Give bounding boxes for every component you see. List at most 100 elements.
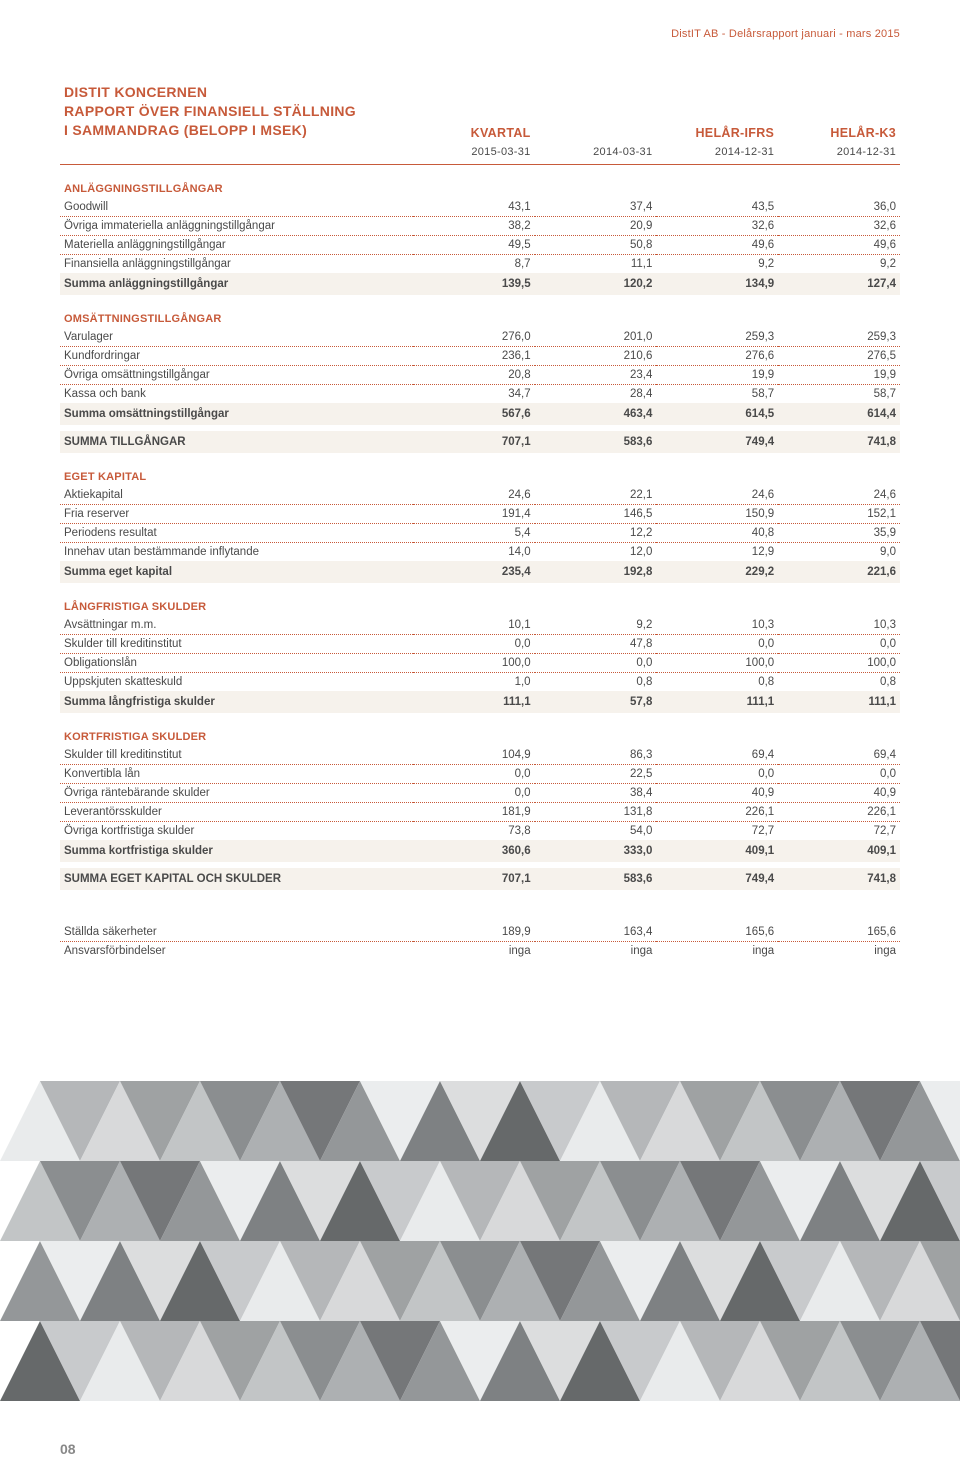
row-value: 0,0	[778, 764, 900, 783]
sum-value: 409,1	[656, 840, 778, 862]
row-value: 226,1	[778, 802, 900, 821]
sum-value: 127,4	[778, 273, 900, 295]
row-value: 34,7	[413, 384, 535, 403]
sum-row: SUMMA TILLGÅNGAR707,1583,6749,4741,8	[60, 431, 900, 453]
sum-label: Summa långfristiga skulder	[60, 691, 413, 713]
header-row-1: DISTIT KONCERNEN RAPPORT ÖVER FINANSIELL…	[60, 80, 900, 143]
row-value: 100,0	[413, 653, 535, 672]
table-title-cell: DISTIT KONCERNEN RAPPORT ÖVER FINANSIELL…	[60, 80, 413, 143]
row-value: 40,9	[778, 783, 900, 802]
sum-value: 741,8	[778, 431, 900, 453]
row-value: 43,1	[413, 198, 535, 217]
table-row: Kassa och bank34,728,458,758,7	[60, 384, 900, 403]
row-value: 58,7	[778, 384, 900, 403]
row-label: Ställda säkerheter	[60, 923, 413, 942]
table-row: Innehav utan bestämmande inflytande14,01…	[60, 542, 900, 561]
table-row: Obligationslån100,00,0100,0100,0	[60, 653, 900, 672]
row-value: 11,1	[535, 254, 657, 273]
col-header: HELÅR-K3	[778, 80, 900, 143]
row-value: 24,6	[413, 486, 535, 505]
sum-row: Summa omsättningstillgångar567,6463,4614…	[60, 403, 900, 425]
sum-label: Summa kortfristiga skulder	[60, 840, 413, 862]
table-row: Ansvarsförbindelseringaingaingainga	[60, 941, 900, 960]
col-date: 2014-12-31	[778, 143, 900, 165]
row-label: Uppskjuten skatteskuld	[60, 672, 413, 691]
row-value: 0,0	[413, 634, 535, 653]
row-value: 5,4	[413, 523, 535, 542]
table-row: Övriga kortfristiga skulder73,854,072,77…	[60, 821, 900, 840]
table-row: Varulager276,0201,0259,3259,3	[60, 328, 900, 347]
row-value: 22,5	[535, 764, 657, 783]
row-value: 0,8	[535, 672, 657, 691]
table-row: Övriga räntebärande skulder0,038,440,940…	[60, 783, 900, 802]
row-value: 24,6	[778, 486, 900, 505]
row-value: inga	[656, 941, 778, 960]
section-heading: LÅNGFRISTIGA SKULDER	[60, 583, 900, 616]
table-row: Skulder till kreditinstitut104,986,369,4…	[60, 746, 900, 765]
row-value: 28,4	[535, 384, 657, 403]
row-value: 54,0	[535, 821, 657, 840]
sum-row: Summa långfristiga skulder111,157,8111,1…	[60, 691, 900, 713]
col-date: 2014-03-31	[535, 143, 657, 165]
row-label: Obligationslån	[60, 653, 413, 672]
section-heading-row: OMSÄTTNINGSTILLGÅNGAR	[60, 295, 900, 328]
table-row: Leverantörsskulder181,9131,8226,1226,1	[60, 802, 900, 821]
row-value: 189,9	[413, 923, 535, 942]
sum-label: SUMMA EGET KAPITAL OCH SKULDER	[60, 868, 413, 890]
row-value: 40,8	[656, 523, 778, 542]
row-value: 236,1	[413, 346, 535, 365]
sum-value: 614,4	[778, 403, 900, 425]
table-row: Materiella anläggningstillgångar49,550,8…	[60, 235, 900, 254]
sum-value: 583,6	[535, 868, 657, 890]
decorative-triangles	[0, 1081, 960, 1401]
table-row: Aktiekapital24,622,124,624,6	[60, 486, 900, 505]
sum-value: 221,6	[778, 561, 900, 583]
row-value: 36,0	[778, 198, 900, 217]
col-header	[535, 80, 657, 143]
sum-value: 111,1	[413, 691, 535, 713]
row-value: 0,8	[656, 672, 778, 691]
title-line: RAPPORT ÖVER FINANSIELL STÄLLNING	[64, 102, 409, 121]
table-row: Skulder till kreditinstitut0,047,80,00,0	[60, 634, 900, 653]
sum-value: 139,5	[413, 273, 535, 295]
sum-value: 707,1	[413, 868, 535, 890]
table-row: Avsättningar m.m.10,19,210,310,3	[60, 616, 900, 635]
row-value: 20,9	[535, 216, 657, 235]
row-label: Avsättningar m.m.	[60, 616, 413, 635]
row-value: 0,0	[535, 653, 657, 672]
row-label: Kundfordringar	[60, 346, 413, 365]
row-value: 165,6	[656, 923, 778, 942]
row-value: 38,2	[413, 216, 535, 235]
table-row: Ställda säkerheter189,9163,4165,6165,6	[60, 923, 900, 942]
row-value: 9,2	[535, 616, 657, 635]
row-value: 49,5	[413, 235, 535, 254]
col-date: 2015-03-31	[413, 143, 535, 165]
sum-value: 409,1	[778, 840, 900, 862]
row-value: 1,0	[413, 672, 535, 691]
row-label: Skulder till kreditinstitut	[60, 634, 413, 653]
row-value: 37,4	[535, 198, 657, 217]
row-value: 19,9	[656, 365, 778, 384]
sum-value: 111,1	[778, 691, 900, 713]
row-value: 0,0	[778, 634, 900, 653]
sum-value: 749,4	[656, 868, 778, 890]
sum-row: SUMMA EGET KAPITAL OCH SKULDER707,1583,6…	[60, 868, 900, 890]
table-row: Konvertibla lån0,022,50,00,0	[60, 764, 900, 783]
row-value: 104,9	[413, 746, 535, 765]
row-value: 12,2	[535, 523, 657, 542]
table-row: Uppskjuten skatteskuld1,00,80,80,8	[60, 672, 900, 691]
sum-value: 360,6	[413, 840, 535, 862]
row-value: 50,8	[535, 235, 657, 254]
sum-value: 235,4	[413, 561, 535, 583]
row-label: Aktiekapital	[60, 486, 413, 505]
row-value: 8,7	[413, 254, 535, 273]
row-label: Övriga kortfristiga skulder	[60, 821, 413, 840]
row-value: 259,3	[778, 328, 900, 347]
table-row: Finansiella anläggningstillgångar8,711,1…	[60, 254, 900, 273]
sum-value: 120,2	[535, 273, 657, 295]
row-value: 35,9	[778, 523, 900, 542]
row-value: 10,1	[413, 616, 535, 635]
row-label: Leverantörsskulder	[60, 802, 413, 821]
row-label: Finansiella anläggningstillgångar	[60, 254, 413, 273]
row-value: 276,5	[778, 346, 900, 365]
